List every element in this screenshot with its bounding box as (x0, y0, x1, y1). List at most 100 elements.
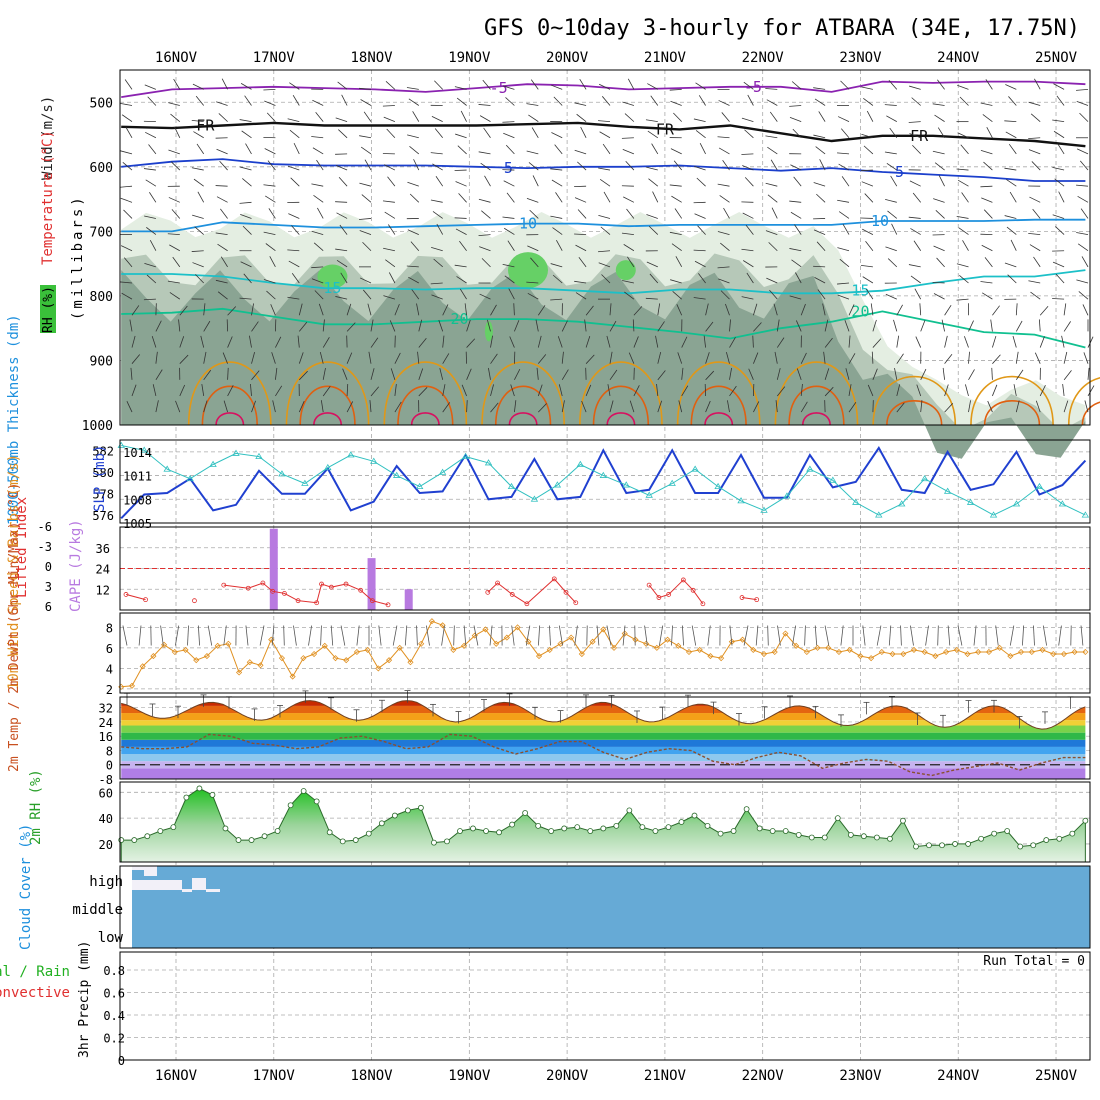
label-precip: 3hr Precip (mm) (77, 941, 92, 1058)
rh-point (326, 829, 333, 836)
wind-barb (503, 132, 515, 139)
wind-barb (983, 161, 993, 171)
surface-wind-barb (792, 625, 797, 646)
wind-barb (1076, 184, 1089, 187)
wind-barb (753, 352, 759, 364)
wind-barb (251, 400, 256, 413)
wind-barb (1053, 83, 1065, 90)
wind-speed-point (696, 646, 703, 653)
surface-wind-barb (729, 625, 733, 646)
wind-barb (893, 319, 898, 332)
wind-barb (418, 337, 427, 348)
wind-barb (647, 130, 659, 139)
wind-barb (385, 81, 396, 90)
wind-barb (458, 193, 467, 203)
wind-barb (1054, 178, 1065, 187)
surface-wind-barb (425, 625, 430, 646)
wind-barb (651, 143, 659, 155)
thickness-point (668, 479, 676, 486)
wind-barb (1052, 298, 1065, 300)
surface-wind-barb (659, 625, 664, 646)
li-point (485, 589, 491, 595)
rh-point (131, 837, 138, 843)
rh-point (118, 837, 125, 843)
wind-barb (944, 384, 949, 397)
wind-barb (168, 102, 180, 106)
wind-barb (311, 136, 324, 139)
rh-point (1017, 843, 1024, 850)
wind-barb (311, 183, 324, 187)
wind-barb (311, 266, 324, 269)
wind-speed-point (385, 657, 393, 664)
wind-barb (824, 319, 829, 332)
wind-barb (383, 247, 395, 252)
wind-barb (838, 163, 850, 171)
wind-barb (753, 322, 762, 332)
rh-area (120, 787, 1086, 863)
wind-barb (264, 100, 276, 106)
thickness-point (622, 481, 630, 488)
wind-barb (933, 198, 945, 203)
thickness-point (507, 482, 516, 490)
date-label-top: 16NOV (155, 50, 198, 66)
wind-barb (914, 288, 922, 300)
surface-wind-barb (691, 625, 697, 646)
wind-barb (657, 400, 663, 413)
wind-barb (816, 193, 826, 203)
wind-barb (957, 132, 969, 139)
wind-barb (890, 175, 898, 187)
wind-barb (131, 354, 141, 364)
rh-point (991, 830, 998, 837)
wind-barb (584, 319, 587, 332)
rh-point (926, 842, 932, 849)
wind-barb (848, 402, 857, 413)
thickness-point (347, 451, 355, 458)
wind-barb (120, 103, 133, 106)
surface-wind-barb (909, 625, 914, 646)
wind-barb (430, 282, 443, 285)
wind-barb (669, 88, 682, 91)
wind-barb (126, 401, 133, 413)
wind-barb (550, 168, 563, 171)
temp-tick: 0 (106, 759, 113, 773)
li-tick: 3 (45, 580, 52, 594)
wind-barb (670, 100, 682, 106)
rh-point (587, 828, 594, 834)
wind-barb (478, 151, 491, 155)
wind-barb (346, 303, 352, 316)
wind-speed-point (1039, 646, 1046, 653)
wind-barb (602, 143, 611, 155)
date-label-top: 17NOV (253, 50, 296, 66)
wind-barb (961, 192, 969, 203)
wind-barb (435, 176, 444, 187)
date-label-top: 24NOV (937, 50, 980, 66)
wind-barb (649, 273, 659, 284)
wind-barb (645, 119, 658, 123)
wind-barb (221, 78, 228, 90)
isotherm-warm (801, 412, 831, 426)
li-point (123, 592, 129, 597)
rh-point (157, 828, 164, 834)
isotherm-warm (886, 400, 943, 426)
date-label-bottom: 24NOV (937, 1068, 980, 1084)
pressure-tick: 700 (90, 225, 113, 240)
wind-barb (775, 400, 778, 413)
wind-barb (550, 263, 563, 268)
thickness-point (760, 506, 768, 513)
label-rh2m: 2m RH (%) (28, 769, 44, 845)
thickness-point (943, 487, 952, 494)
temp-tick: 8 (106, 744, 113, 758)
date-label-bottom: 20NOV (546, 1068, 589, 1084)
wind-barb (985, 79, 993, 90)
date-label-bottom: 21NOV (644, 1068, 687, 1084)
wind-barb (909, 133, 921, 139)
wind-barb (576, 113, 587, 122)
wind-speed-point (514, 624, 521, 631)
isotherm-label: -5 (490, 79, 508, 97)
rh-point (457, 828, 463, 834)
wind-barb (913, 240, 922, 251)
wind-barb (1005, 84, 1017, 90)
rh-point (378, 820, 385, 827)
wind-barb (384, 164, 396, 171)
li-point (495, 580, 500, 586)
